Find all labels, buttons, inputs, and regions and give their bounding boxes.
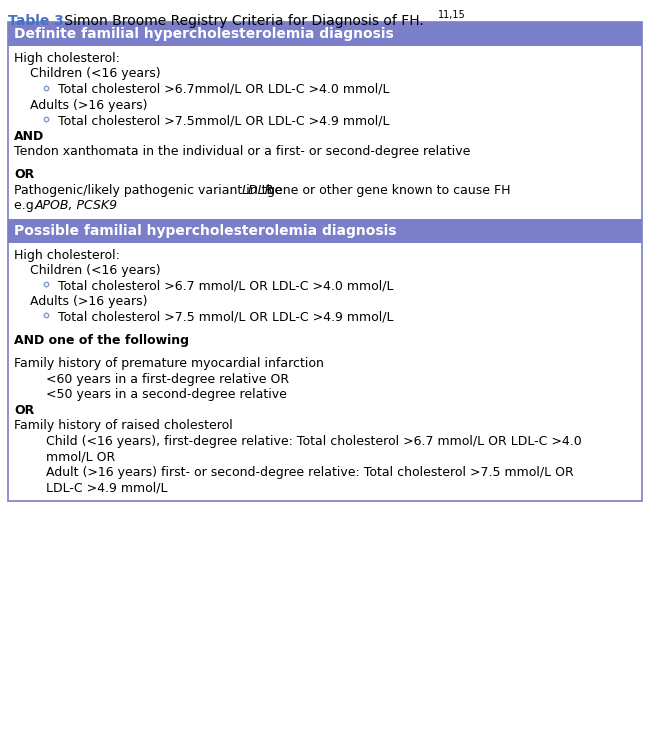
Bar (8, 219, 642, 243)
Text: LDLR: LDLR (242, 184, 274, 197)
Text: Adults (>16 years): Adults (>16 years) (30, 99, 148, 111)
Text: AND: AND (14, 130, 44, 142)
Text: gene or other gene known to cause FH: gene or other gene known to cause FH (263, 184, 510, 197)
Text: Family history of premature myocardial infarction: Family history of premature myocardial i… (14, 357, 324, 370)
Text: Adults (>16 years): Adults (>16 years) (30, 295, 148, 308)
Text: <60 years in a first-degree relative OR: <60 years in a first-degree relative OR (46, 372, 289, 386)
Text: Pathogenic/likely pathogenic variant in the: Pathogenic/likely pathogenic variant in … (14, 184, 286, 197)
Text: e.g.: e.g. (14, 200, 42, 212)
Text: OR: OR (14, 404, 34, 417)
Text: Total cholesterol >6.7 mmol/L OR LDL-C >4.0 mmol/L: Total cholesterol >6.7 mmol/L OR LDL-C >… (58, 280, 393, 293)
Text: Total cholesterol >7.5 mmol/L OR LDL-C >4.9 mmol/L: Total cholesterol >7.5 mmol/L OR LDL-C >… (58, 311, 393, 324)
Text: LDL-C >4.9 mmol/L: LDL-C >4.9 mmol/L (46, 482, 168, 494)
Text: Total cholesterol >6.7mmol/L OR LDL-C >4.0 mmol/L: Total cholesterol >6.7mmol/L OR LDL-C >4… (58, 83, 389, 96)
Bar (8, 22, 642, 501)
Text: High cholesterol:: High cholesterol: (14, 249, 120, 262)
Text: Children (<16 years): Children (<16 years) (30, 264, 161, 278)
Text: Simon Broome Registry Criteria for Diagnosis of FH.: Simon Broome Registry Criteria for Diagn… (60, 14, 424, 28)
Text: mmol/L OR: mmol/L OR (46, 450, 115, 463)
Text: AND one of the following: AND one of the following (14, 334, 189, 347)
Text: Family history of raised cholesterol: Family history of raised cholesterol (14, 419, 233, 433)
Text: APOB, PCSK9: APOB, PCSK9 (34, 200, 118, 212)
Text: Total cholesterol >7.5mmol/L OR LDL-C >4.9 mmol/L: Total cholesterol >7.5mmol/L OR LDL-C >4… (58, 114, 389, 127)
Text: Possible familial hypercholesterolemia diagnosis: Possible familial hypercholesterolemia d… (14, 224, 396, 237)
Text: Child (<16 years), first-degree relative: Total cholesterol >6.7 mmol/L OR LDL-C: Child (<16 years), first-degree relative… (46, 435, 582, 447)
Text: Definite familial hypercholesterolemia diagnosis: Definite familial hypercholesterolemia d… (14, 27, 394, 41)
Text: OR: OR (14, 168, 34, 181)
Text: Tendon xanthomata in the individual or a first- or second-degree relative: Tendon xanthomata in the individual or a… (14, 145, 471, 158)
Text: Table 3.: Table 3. (8, 14, 69, 28)
Text: 11,15: 11,15 (438, 10, 466, 20)
Text: <50 years in a second-degree relative: <50 years in a second-degree relative (46, 388, 287, 401)
Text: Children (<16 years): Children (<16 years) (30, 68, 161, 80)
Text: High cholesterol:: High cholesterol: (14, 52, 120, 65)
Bar (8, 22, 642, 46)
Text: Adult (>16 years) first- or second-degree relative: Total cholesterol >7.5 mmol/: Adult (>16 years) first- or second-degre… (46, 466, 574, 479)
